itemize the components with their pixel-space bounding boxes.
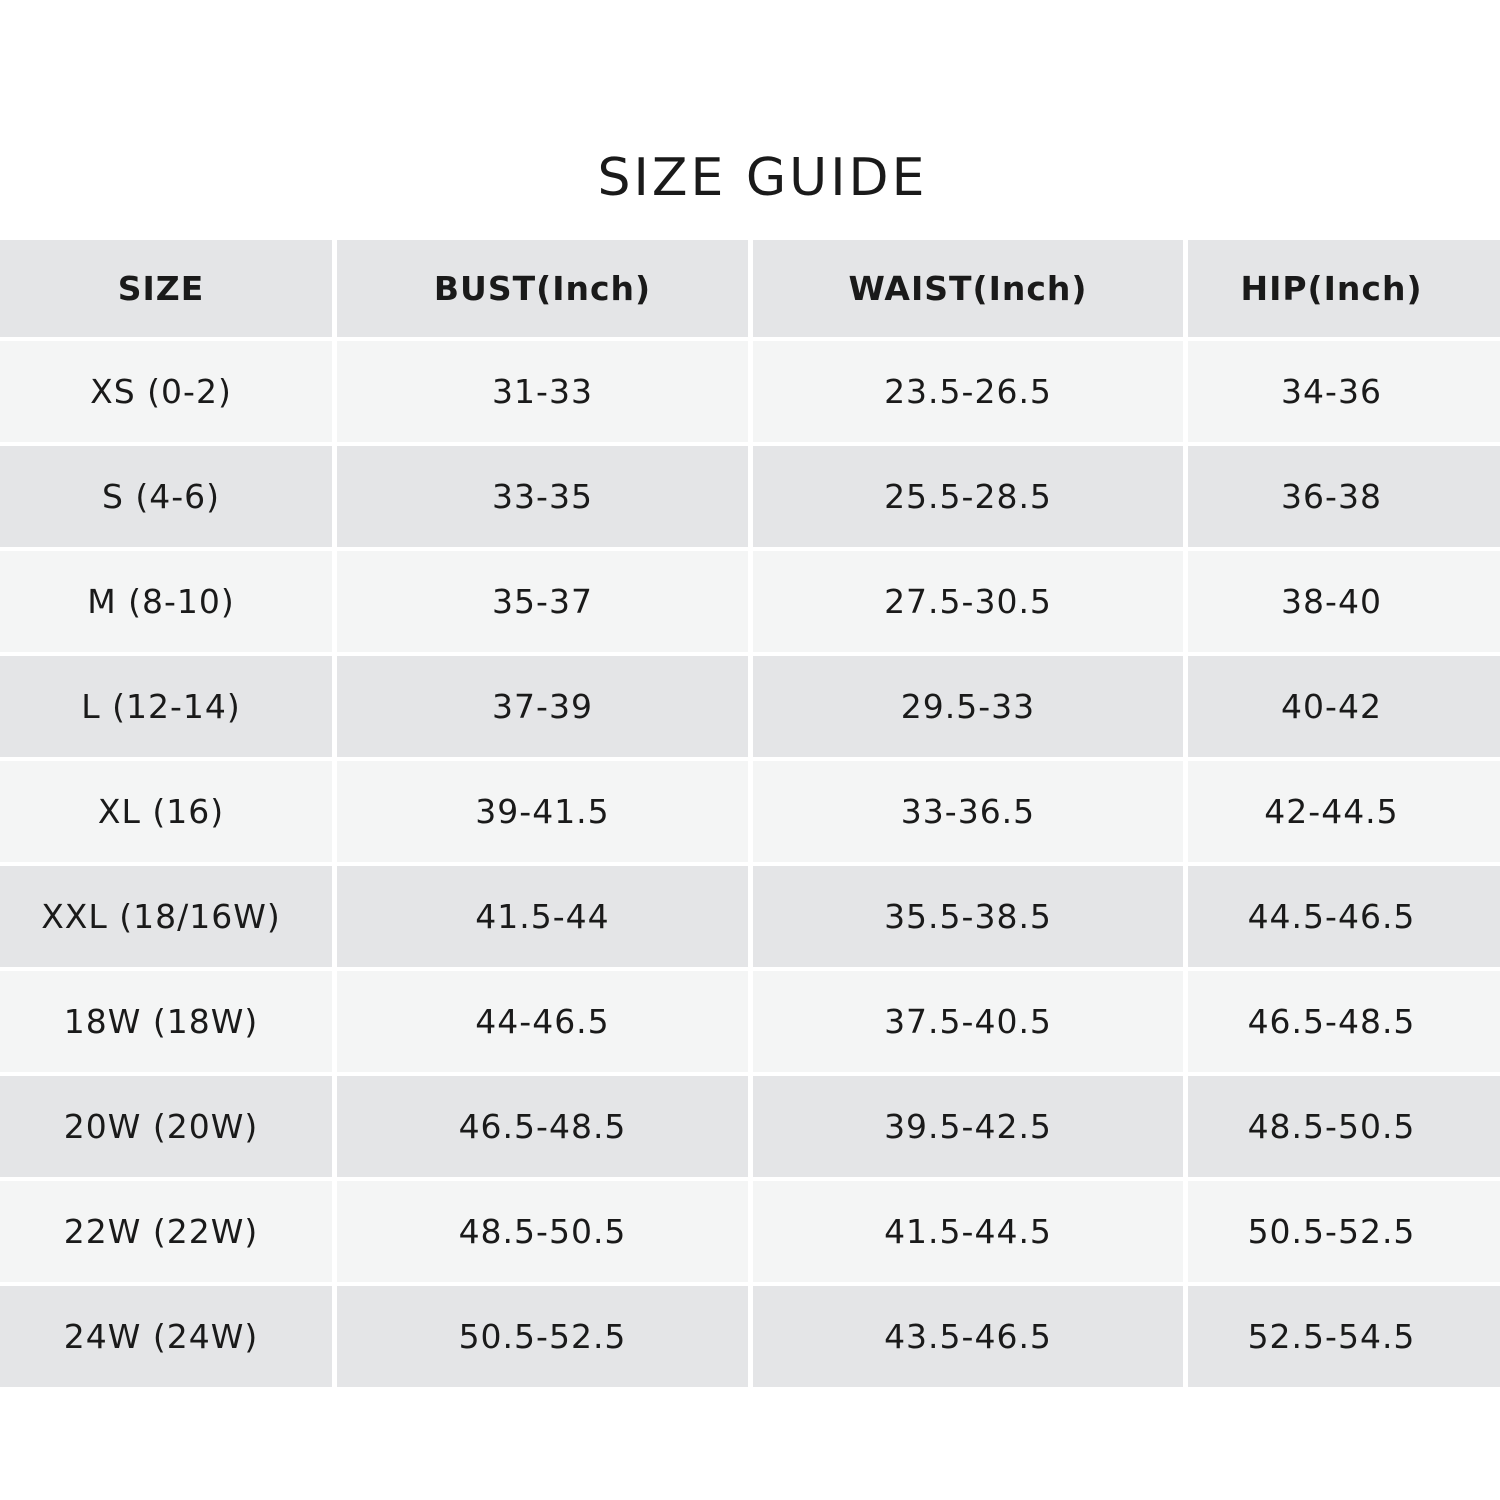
table-cell: 33-35 [337,446,748,547]
column-header: SIZE [0,240,332,337]
table-cell: 20W (20W) [0,1076,332,1177]
column-header: HIP(Inch) [1188,240,1500,337]
table-cell: 18W (18W) [0,971,332,1072]
table-cell: 27.5-30.5 [753,551,1183,652]
table-cell: 38-40 [1188,551,1500,652]
table-cell: 25.5-28.5 [753,446,1183,547]
table-cell: 41.5-44 [337,866,748,967]
table-cell: 50.5-52.5 [337,1286,748,1387]
table-cell: XL (16) [0,761,332,862]
table-cell: 37.5-40.5 [753,971,1183,1072]
table-cell: 35-37 [337,551,748,652]
table-cell: L (12-14) [0,656,332,757]
table-cell: 22W (22W) [0,1181,332,1282]
table-cell: 46.5-48.5 [337,1076,748,1177]
table-cell: 48.5-50.5 [1188,1076,1500,1177]
table-cell: 36-38 [1188,446,1500,547]
size-table: SIZE BUST(Inch) WAIST(Inch) HIP(Inch) XS (0-… [0,240,1500,1387]
column-header: WAIST(Inch) [753,240,1183,337]
table-cell: 29.5-33 [753,656,1183,757]
page-title: SIZE GUIDE [597,148,928,208]
table-cell: 24W (24W) [0,1286,332,1387]
table-cell: 50.5-52.5 [1188,1181,1500,1282]
table-cell: 37-39 [337,656,748,757]
table-cell: 48.5-50.5 [337,1181,748,1282]
table-cell: 34-36 [1188,341,1500,442]
table-cell: 33-36.5 [753,761,1183,862]
table-cell: 31-33 [337,341,748,442]
table-cell: 40-42 [1188,656,1500,757]
table-cell: 46.5-48.5 [1188,971,1500,1072]
table-cell: 35.5-38.5 [753,866,1183,967]
table-cell: 41.5-44.5 [753,1181,1183,1282]
table-cell: 39-41.5 [337,761,748,862]
table-cell: 23.5-26.5 [753,341,1183,442]
table-cell: 42-44.5 [1188,761,1500,862]
table-cell: 52.5-54.5 [1188,1286,1500,1387]
table-cell: 44-46.5 [337,971,748,1072]
table-cell: 39.5-42.5 [753,1076,1183,1177]
table-cell: XXL (18/16W) [0,866,332,967]
table-cell: S (4-6) [0,446,332,547]
table-cell: 44.5-46.5 [1188,866,1500,967]
table-cell: XS (0-2) [0,341,332,442]
table-cell: M (8-10) [0,551,332,652]
column-header: BUST(Inch) [337,240,748,337]
table-cell: 43.5-46.5 [753,1286,1183,1387]
